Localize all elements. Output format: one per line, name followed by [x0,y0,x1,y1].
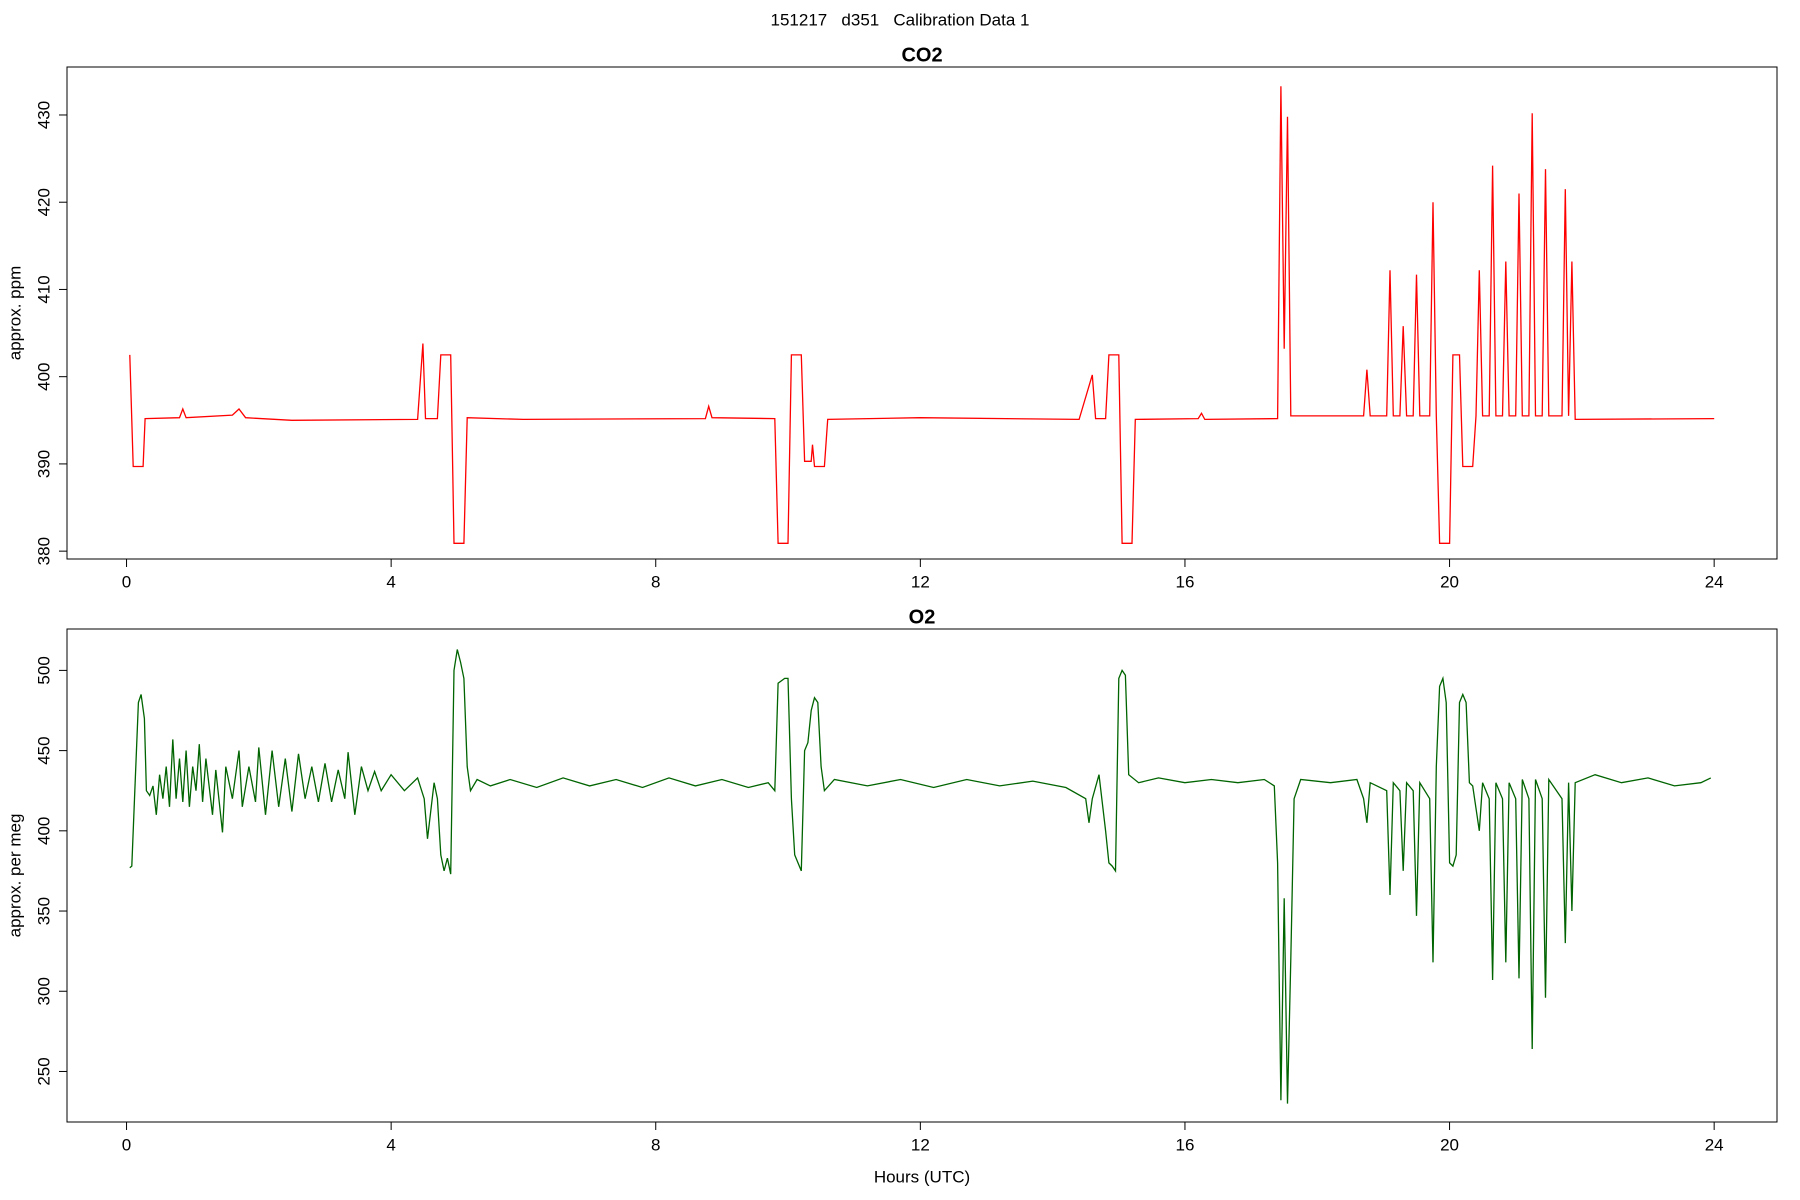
panel-title: O2 [909,606,936,628]
y-tick-label: 350 [34,897,53,925]
y-tick-label: 430 [34,101,53,129]
y-axis-label: approx. per meg [5,814,24,938]
x-tick-label: 8 [651,1135,660,1154]
x-tick-label: 0 [122,572,131,591]
y-tick-label: 500 [34,656,53,684]
x-tick-label: 16 [1175,1135,1194,1154]
data-line [129,649,1712,1104]
y-tick-label: 420 [34,188,53,216]
y-tick-label: 390 [34,450,53,478]
data-line [129,86,1715,544]
x-tick-label: 4 [386,572,395,591]
y-tick-label: 380 [34,537,53,565]
y-tick-label: 250 [34,1057,53,1085]
x-tick-label: 20 [1440,572,1459,591]
x-tick-label: 12 [911,572,930,591]
x-tick-label: 24 [1705,1135,1724,1154]
x-tick-label: 16 [1175,572,1194,591]
page-title: 151217 d351 Calibration Data 1 [771,10,1030,29]
y-tick-label: 410 [34,275,53,303]
x-tick-label: 0 [122,1135,131,1154]
x-tick-label: 4 [386,1135,395,1154]
x-tick-label: 12 [911,1135,930,1154]
y-tick-label: 400 [34,362,53,390]
x-tick-label: 8 [651,572,660,591]
x-tick-label: 20 [1440,1135,1459,1154]
y-tick-label: 300 [34,977,53,1005]
y-axis-label: approx. ppm [5,266,24,361]
panel-title: CO2 [901,44,942,66]
x-axis-label: Hours (UTC) [874,1167,970,1186]
x-tick-label: 24 [1705,572,1724,591]
y-tick-label: 450 [34,736,53,764]
y-tick-label: 400 [34,817,53,845]
